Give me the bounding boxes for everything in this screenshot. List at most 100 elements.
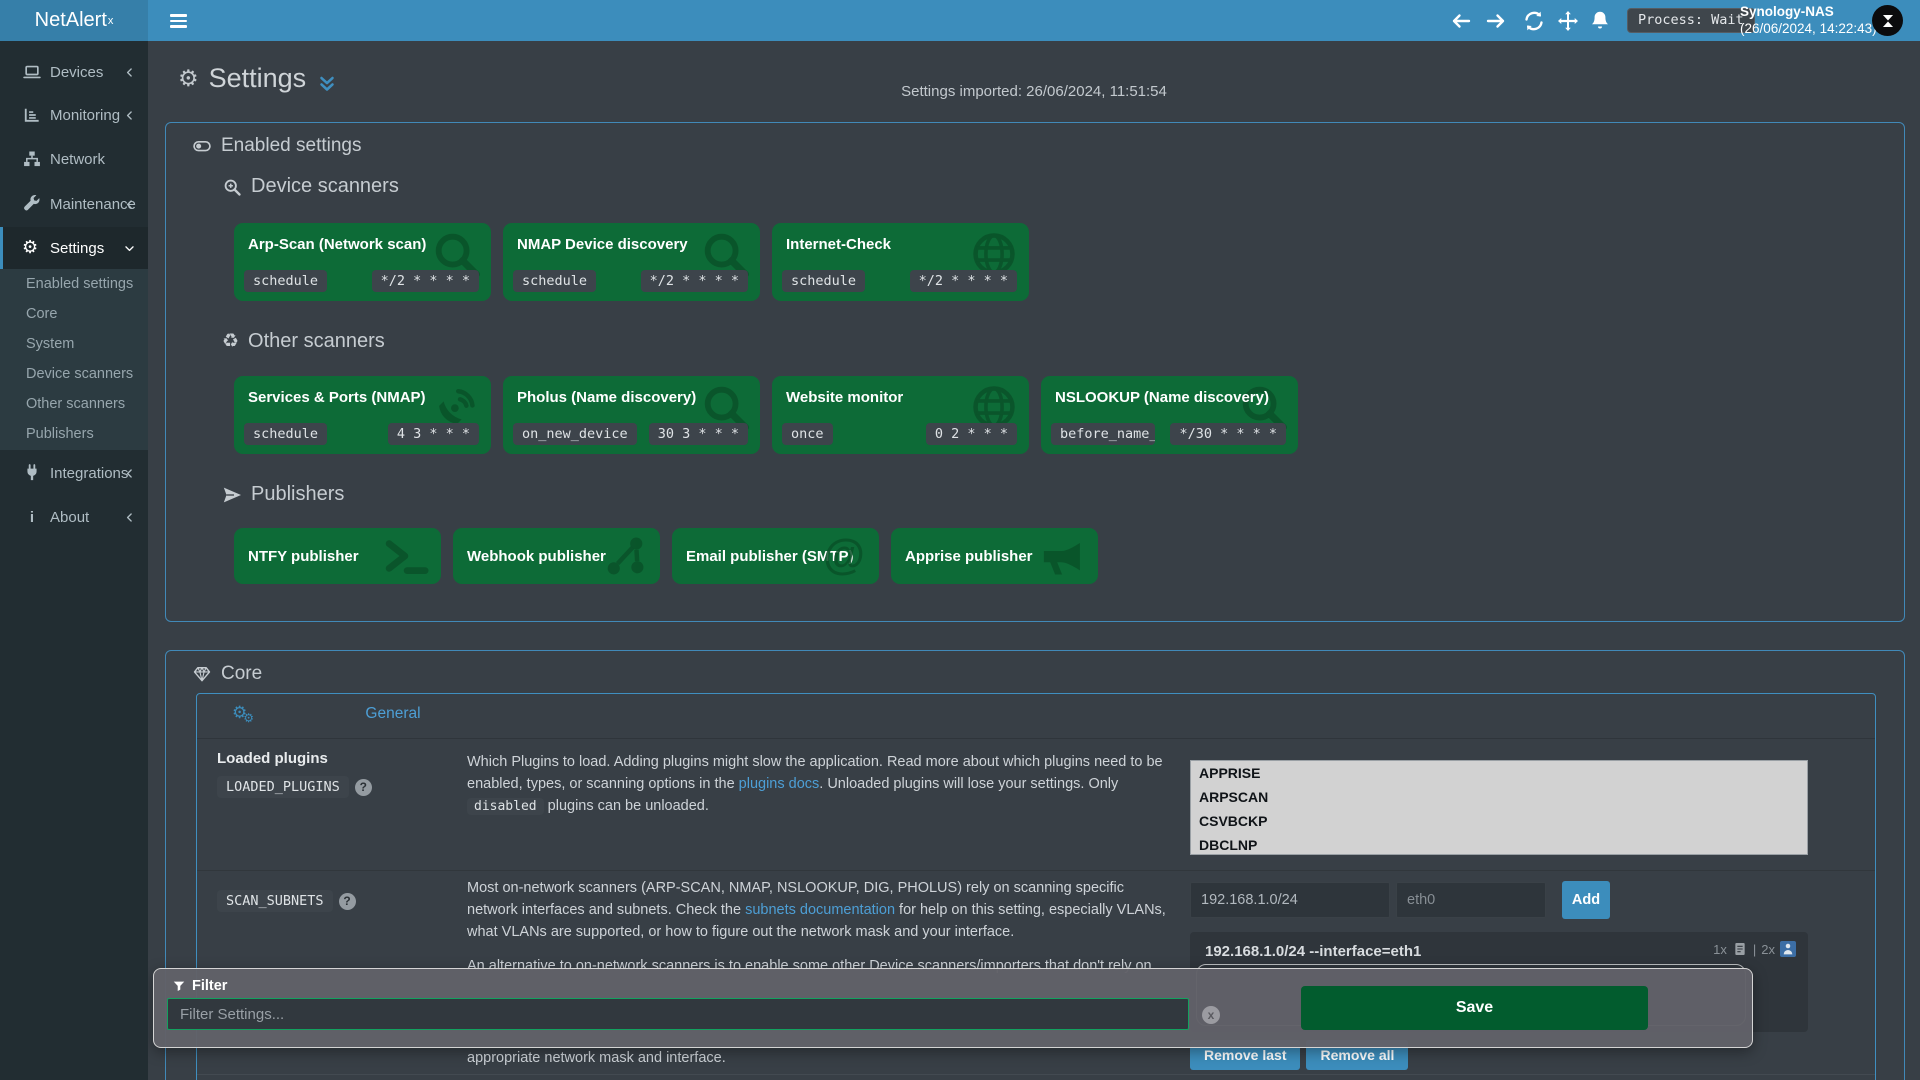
run-type-badge: before_name_updates [1051,423,1155,445]
sidebar-nav: Devices Monitoring Network Maintenance ⚙… [0,41,148,1080]
sidebar-subitem-system[interactable]: System [26,336,75,352]
core-header[interactable]: Core [192,663,262,685]
sidebar-item-monitoring[interactable]: Monitoring [0,95,148,135]
sidebar-subitem-device-scanners[interactable]: Device scanners [26,366,134,382]
brand-text: NetAlert [34,9,107,31]
cron-badge: */2 * * * * [640,270,748,292]
nav-back-icon[interactable] [1449,9,1473,33]
terminal-watermark-icon [379,529,433,583]
page-header: ⚙ Settings [178,63,338,94]
sidebar-item-settings[interactable]: ⚙ Settings [0,227,148,269]
toggle-icon [192,136,212,156]
magnifier-plus-icon [222,177,242,197]
chevron-left-icon [123,467,136,480]
host-info: Synology-NAS (26/06/2024, 14:22:43) [1740,3,1877,37]
publishers-row: NTFY publisher Webhook publisher Email p… [234,528,1098,584]
tab-general[interactable]: General [365,705,421,722]
disabled-inline-badge: disabled [467,797,544,815]
run-type-badge: schedule [513,270,597,292]
nav-forward-icon[interactable] [1484,9,1508,33]
laptop-icon [22,62,42,82]
sidebar-subitem-enabled-settings[interactable]: Enabled settings [26,276,134,292]
gear-icon: ⚙ [22,237,39,257]
card-ntfy[interactable]: NTFY publisher [234,528,441,584]
host-name: Synology-NAS [1740,4,1834,19]
card-nslookup[interactable]: NSLOOKUP (Name discovery) before_name_up… [1041,376,1298,454]
card-email-smtp[interactable]: Email publisher (SMTP) [672,528,879,584]
sidebar-subitem-other-scanners[interactable]: Other scanners [26,396,126,412]
funnel-icon [172,979,186,993]
setting-key-badge: SCAN_SUBNETS [217,890,333,912]
sidebar-item-network[interactable]: Network [0,139,148,179]
listbox-option[interactable]: APPRISE [1199,765,1261,781]
listbox-option[interactable]: ARPSCAN [1199,789,1269,805]
sidebar-item-maintenance[interactable]: Maintenance [0,184,148,224]
filter-overlay: Filter x Save [153,968,1753,1048]
subnet-entry: 192.168.1.0/24 --interface=eth1 [1205,943,1422,960]
person-icon[interactable] [1780,941,1796,957]
move-icon[interactable] [1556,9,1580,33]
top-bar: NetAlert x Process: Wait Synology-NAS (26… [0,0,1920,41]
notifications-bell-icon[interactable] [1588,9,1612,33]
subnet-input[interactable] [1190,882,1390,918]
loaded-plugins-label: Loaded plugins [217,750,328,767]
card-webhook[interactable]: Webhook publisher [453,528,660,584]
filter-title: Filter [172,978,227,994]
sidebar-subitem-core[interactable]: Core [26,306,58,322]
plug-icon [22,463,42,483]
info-icon [22,507,42,527]
card-services-ports[interactable]: Services & Ports (NMAP) schedule 4 3 * * … [234,376,491,454]
card-arpscan[interactable]: Arp-Scan (Network scan) schedule */2 * * … [234,223,491,301]
subnets-docs-link[interactable]: subnets documentation [745,901,896,918]
refresh-icon[interactable] [1522,9,1546,33]
enabled-settings-header[interactable]: Enabled settings [192,135,362,157]
publishers-header: Publishers [222,483,344,506]
cron-badge: */30 * * * * [1170,423,1286,445]
enabled-settings-box: Enabled settings Device scanners Arp-Sca… [165,122,1905,622]
cron-badge: */2 * * * * [371,270,479,292]
user-avatar[interactable] [1872,5,1903,36]
clear-filter-icon[interactable]: x [1202,1006,1220,1024]
filter-settings-input[interactable] [167,998,1189,1030]
chevron-down-icon [123,242,136,255]
sidebar-item-about[interactable]: About [0,497,148,537]
loaded-plugins-listbox[interactable]: APPRISE ARPSCAN CSVBCKP DBCLNP [1190,760,1808,855]
cron-badge: 30 3 * * * [648,423,748,445]
card-website-monitor[interactable]: Website monitor once 0 2 * * * [772,376,1029,454]
settings-imported-status: Settings imported: 26/06/2024, 11:51:54 [901,83,1167,100]
add-subnet-button[interactable]: Add [1562,881,1610,919]
scan-subnets-description: Most on-network scanners (ARP-SCAN, NMAP… [467,880,1166,940]
run-type-badge: on_new_device [513,423,637,445]
help-question-icon[interactable]: ? [338,892,356,910]
subnet-entry-actions: 1x | 2x [1713,941,1796,957]
cron-badge: 0 2 * * * [925,423,1017,445]
save-button[interactable]: Save [1301,986,1648,1030]
help-question-icon[interactable]: ? [354,778,372,796]
recycle-icon: ♻ [222,331,240,352]
sidebar-subitem-publishers[interactable]: Publishers [26,426,94,442]
loaded-plugins-keyrow: LOADED_PLUGINS ? [217,776,372,798]
paper-plane-icon [222,485,242,505]
listbox-option[interactable]: CSVBCKP [1199,813,1268,829]
gears-tab-icon[interactable]: ⚙⚙ [232,703,255,725]
card-apprise[interactable]: Apprise publisher [891,528,1098,584]
card-nmap-discovery[interactable]: NMAP Device discovery schedule */2 * * * … [503,223,760,301]
page-title: Settings [208,63,307,93]
listbox-option[interactable]: DBCLNP [1199,837,1258,853]
sidebar-item-devices[interactable]: Devices [0,52,148,92]
sitemap-icon [22,149,42,169]
app-logo[interactable]: NetAlert x [0,0,148,41]
other-scanners-header: ♻ Other scanners [222,330,385,352]
plugins-docs-link[interactable]: plugins docs [738,775,820,792]
chevron-left-icon [123,198,136,211]
scan-subnets-tail-text: appropriate network mask and interface. [467,1050,726,1066]
card-internet-check[interactable]: Internet-Check schedule */2 * * * * [772,223,1029,301]
sidebar-toggle-icon[interactable] [160,8,196,34]
interface-input[interactable] [1396,882,1546,918]
sidebar-item-integrations[interactable]: Integrations [0,453,148,493]
edit-document-icon[interactable] [1732,941,1748,957]
device-scanners-header: Device scanners [222,175,399,198]
bullhorn-watermark-icon [1036,529,1090,583]
card-pholus[interactable]: Pholus (Name discovery) on_new_device 30 … [503,376,760,454]
run-type-badge: schedule [244,423,328,445]
